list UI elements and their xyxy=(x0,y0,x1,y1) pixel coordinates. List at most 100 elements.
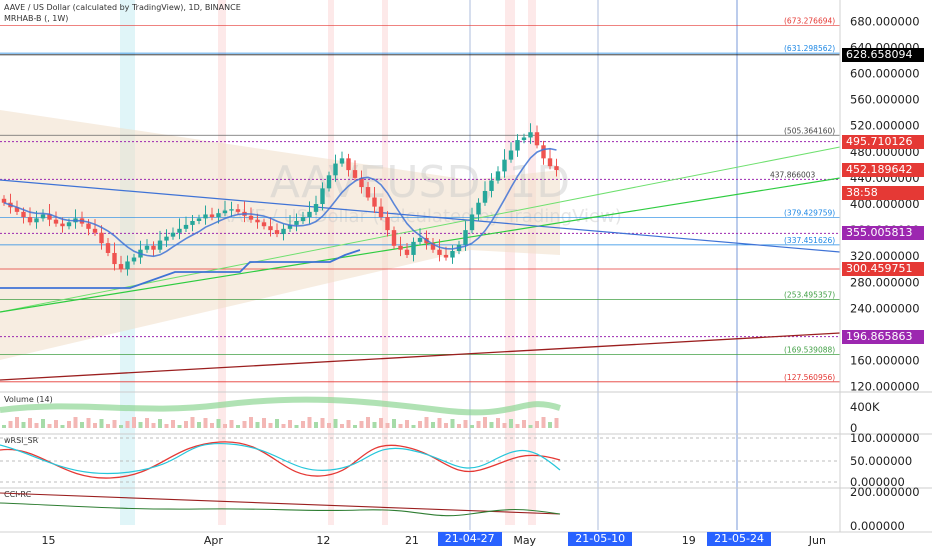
candle-body xyxy=(450,251,455,258)
candle-body xyxy=(430,243,436,250)
candle-body xyxy=(307,211,312,218)
volume-bar xyxy=(41,419,45,428)
price-tag: 196.865863 xyxy=(842,329,924,344)
stepped-support-line xyxy=(0,249,361,289)
level-label: (127.560956) xyxy=(784,373,835,382)
volume-bar xyxy=(119,425,123,428)
volume-bar xyxy=(288,420,292,428)
volume-bar xyxy=(80,422,84,428)
candle-body xyxy=(515,140,520,151)
candle-body xyxy=(469,214,475,231)
volume-pane-title: Volume (14) xyxy=(4,395,53,404)
volume-bar xyxy=(444,423,448,428)
candle-body xyxy=(476,202,481,215)
candle-body xyxy=(248,215,254,220)
volume-bar xyxy=(541,417,546,428)
cci-line xyxy=(0,502,561,517)
y-tick-label: 320.000000 xyxy=(850,249,920,263)
candle-body xyxy=(34,218,39,223)
maroon-trendline xyxy=(0,332,841,381)
candle-body xyxy=(268,226,273,231)
candle-body xyxy=(229,209,234,211)
candle-body xyxy=(183,224,189,229)
candle-body xyxy=(404,249,410,255)
candle-body xyxy=(554,166,559,171)
volume-bar xyxy=(327,423,331,428)
candle-body xyxy=(157,240,163,250)
volume-bar xyxy=(138,422,143,428)
y-tick-label: 520.000000 xyxy=(850,119,920,133)
candle-body xyxy=(385,217,390,231)
level-label: (673.276694) xyxy=(784,17,835,26)
candle-body xyxy=(411,241,416,255)
candle-body xyxy=(170,232,176,237)
candle-body xyxy=(417,237,423,242)
volume-bar xyxy=(528,425,533,428)
volume-bar xyxy=(21,422,26,428)
candle-body xyxy=(144,245,150,250)
volume-bar xyxy=(184,421,188,428)
volume-bar xyxy=(457,424,461,428)
candle-body xyxy=(547,158,553,167)
y-tick-label: 120.000000 xyxy=(850,380,920,394)
volume-bar xyxy=(418,421,422,428)
candle-body xyxy=(151,245,156,250)
price-tag: 355.005813 xyxy=(842,226,924,241)
volume-bar xyxy=(15,417,19,428)
volume-bar xyxy=(385,423,390,428)
candle-body xyxy=(300,217,306,221)
volume-bar xyxy=(268,423,273,428)
x-tick-label: Jun xyxy=(808,534,826,547)
volume-bar xyxy=(216,419,221,428)
candle-body xyxy=(320,188,325,205)
volume-bar xyxy=(47,424,52,428)
volume-bar xyxy=(203,418,208,428)
cci-pane-title: CCI-RC xyxy=(4,490,32,499)
cci-trend-line xyxy=(0,492,561,515)
volume-bar xyxy=(34,423,39,428)
highlight-span xyxy=(505,0,515,525)
volume-bar xyxy=(314,422,318,428)
volume-bar xyxy=(197,422,201,428)
candle-body xyxy=(339,158,345,164)
volume-bar xyxy=(431,422,435,428)
time-tag: 21-04-27 xyxy=(437,532,502,546)
volume-bar xyxy=(346,420,351,428)
moving-averages xyxy=(3,147,557,258)
y-tick-label: 280.000000 xyxy=(850,275,920,289)
candle-body xyxy=(294,220,299,225)
candle-body xyxy=(164,236,169,241)
level-label: (505.364160) xyxy=(784,126,835,135)
volume-bar xyxy=(424,417,429,428)
y-tick-label: 600.000000 xyxy=(850,67,920,81)
candlestick-series xyxy=(1,123,559,276)
volume-bar xyxy=(405,420,409,428)
volume-bar xyxy=(463,420,468,428)
x-tick-label: 21 xyxy=(405,534,419,547)
envelope-band xyxy=(0,110,560,360)
volume-bar xyxy=(509,419,513,428)
wrsi-tick-label: 0.000000 xyxy=(850,475,905,489)
candle-body xyxy=(60,223,65,227)
volume-bar xyxy=(99,419,104,428)
volume-tick-label: 400K xyxy=(850,400,880,414)
candle-body xyxy=(378,206,384,218)
volume-bar xyxy=(177,425,182,428)
volume-bar xyxy=(353,425,357,428)
wrsi-pane-title: wRSI_SR xyxy=(4,436,39,445)
volume-bar xyxy=(470,425,474,428)
candle-body xyxy=(216,213,221,218)
level-labels: (673.276694) (631.298562) (505.364160) 437.… xyxy=(770,17,835,382)
candle-body xyxy=(287,224,293,229)
x-tick-label: May xyxy=(513,534,536,547)
chart-title: AAVE / US Dollar (calculated by TradingV… xyxy=(4,3,241,12)
volume-bar xyxy=(28,418,32,428)
volume-bar xyxy=(392,419,396,428)
volume-bar xyxy=(437,418,442,428)
horizontal-levels xyxy=(0,25,840,383)
candle-body xyxy=(346,158,351,171)
volume-bar xyxy=(333,419,338,428)
candle-body xyxy=(437,249,442,255)
volume-bar xyxy=(60,425,65,428)
